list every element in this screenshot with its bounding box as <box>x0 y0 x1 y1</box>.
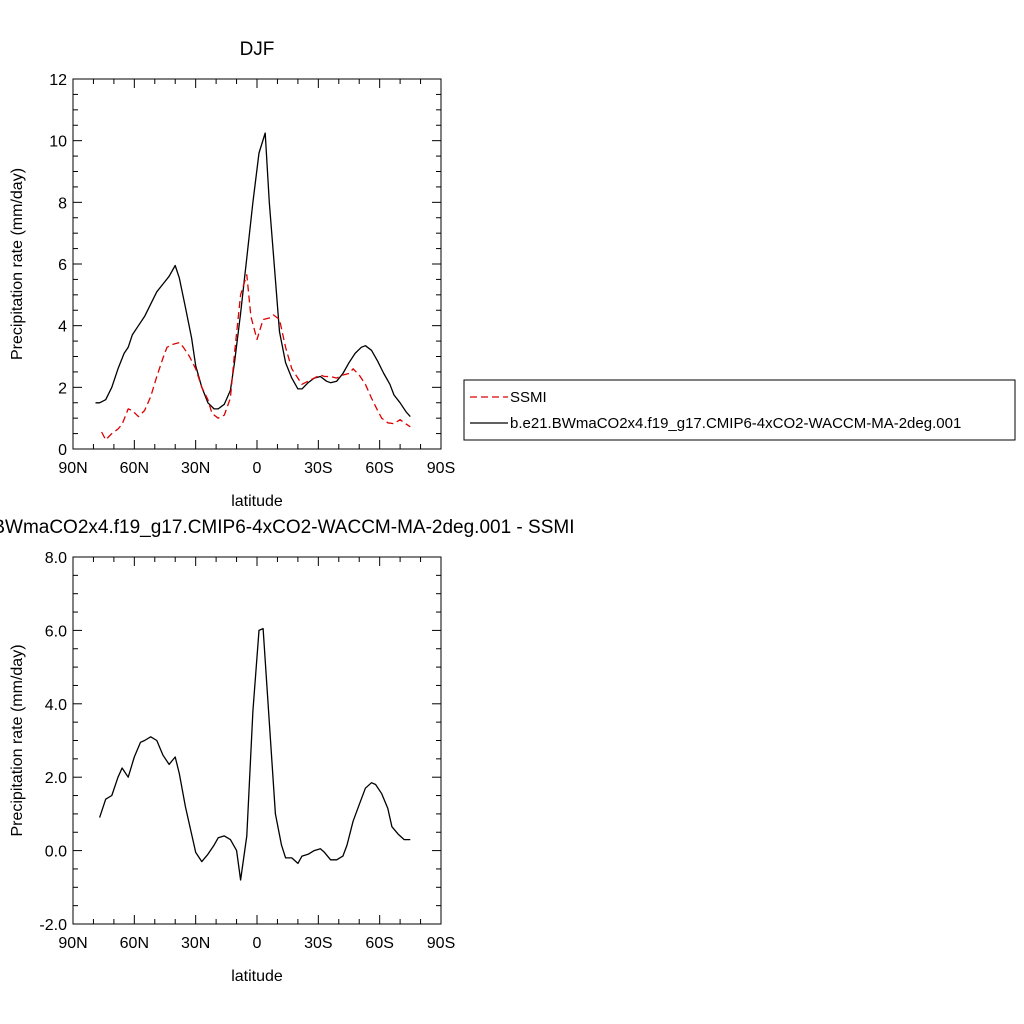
y-tick-label: 6.0 <box>45 623 67 640</box>
x-tick-label: 0 <box>253 935 262 952</box>
x-tick-label: 90S <box>427 460 455 477</box>
series-line-model <box>95 132 411 418</box>
y-tick-label: 4 <box>58 319 67 336</box>
legend: SSMI b.e21.BWmaCO2x4.f19_g17.CMIP6-4xCO2-… <box>463 379 1016 441</box>
y-tick-label: 2 <box>58 380 67 397</box>
top-panel-djf: 0 2 4 6 8 10 12 90N 60N 30N 0 30S 60S 90S DJF latitude P… <box>9 39 455 510</box>
plot-frame <box>72 78 442 450</box>
y-axis-label: Precipitation rate (mm/day) <box>9 644 26 836</box>
y-tick-label: 0 <box>58 442 67 459</box>
legend-label-model: b.e21.BWmaCO2x4.f19_g17.CMIP6-4xCO2-WACC… <box>510 415 961 432</box>
x-tick-label: 90N <box>58 935 87 952</box>
legend-label-ssmi: SSMI <box>510 389 547 406</box>
series-line-ssmi <box>101 274 411 441</box>
plot-frame <box>72 556 442 925</box>
y-tick-label: 8 <box>58 195 67 212</box>
x-tick-label: 30S <box>304 460 332 477</box>
x-tick-label: 30S <box>304 935 332 952</box>
y-tick-label: 10 <box>49 134 67 151</box>
chart-title: b.e21.BWmaCO2x4.f19_g17.CMIP6-4xCO2-WACC… <box>0 517 574 538</box>
chart-title: DJF <box>240 39 275 60</box>
x-tick-label: 90S <box>427 935 455 952</box>
x-axis-label: latitude <box>231 493 283 510</box>
x-tick-label: 60S <box>365 460 393 477</box>
y-tick-label: 8.0 <box>45 550 67 567</box>
y-tick-label: 4.0 <box>45 697 67 714</box>
series-line-model <box>98 627 411 881</box>
x-tick-label: 90N <box>58 460 87 477</box>
y-axis-label: Precipitation rate (mm/day) <box>9 168 26 360</box>
x-tick-label: 30N <box>181 935 210 952</box>
x-tick-label: 60S <box>365 935 393 952</box>
y-tick-label: 2.0 <box>45 770 67 787</box>
x-tick-label: 60N <box>120 460 149 477</box>
x-tick-label: 0 <box>253 460 262 477</box>
y-tick-label: -2.0 <box>39 917 67 934</box>
x-axis-label: latitude <box>231 968 283 985</box>
bottom-panel-difference: -2.0 0.0 2.0 4.0 6.0 8.0 90N 60N 30N 0 30S 60S 90S b.… <box>0 517 574 985</box>
x-tick-label: 30N <box>181 460 210 477</box>
legend-box <box>463 379 1016 441</box>
y-tick-label: 6 <box>58 257 67 274</box>
x-tick-label: 60N <box>120 935 149 952</box>
y-tick-label: 12 <box>49 72 67 89</box>
y-tick-label: 0.0 <box>45 844 67 861</box>
